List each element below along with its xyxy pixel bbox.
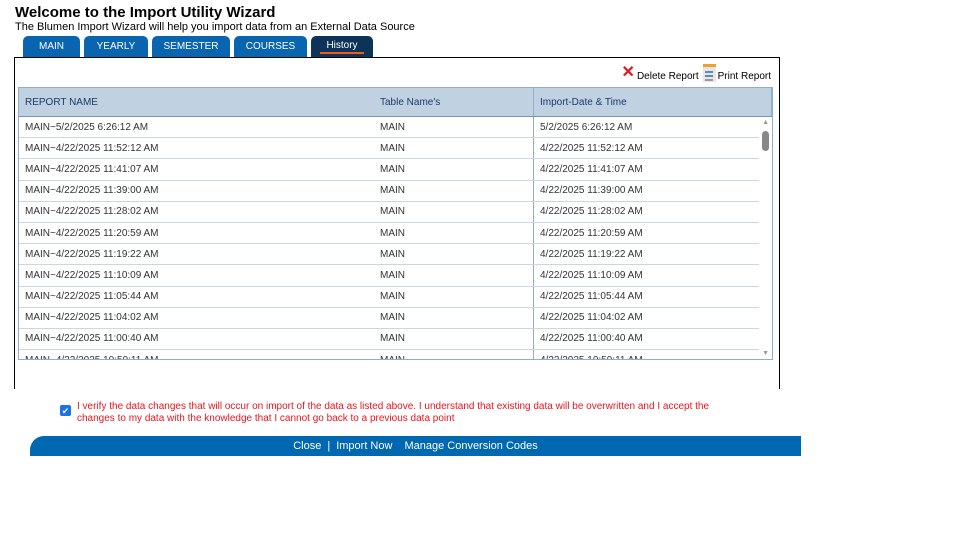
report-document-icon bbox=[702, 64, 716, 82]
table-row[interactable]: MAIN~4/22/2025 11:04:02 AM MAIN 4/22/2025 … bbox=[19, 307, 772, 329]
import-date-cell: 5/2/2025 6:26:12 AM bbox=[540, 121, 633, 133]
report-name-cell: MAIN~4/22/2025 11:00:40 AM bbox=[25, 333, 159, 345]
import-date-cell: 4/22/2025 11:39:00 AM bbox=[540, 185, 643, 197]
print-report-button[interactable]: Print Report bbox=[702, 64, 771, 82]
table-row[interactable]: MAIN~5/2/2025 6:26:12 AM MAIN 5/2/2025 6:2… bbox=[19, 117, 772, 139]
table-name-cell: MAIN bbox=[374, 159, 534, 180]
footer-action-bar: Close | Import Now Manage Conversion Cod… bbox=[30, 436, 801, 456]
scroll-down-icon[interactable]: ▼ bbox=[762, 350, 769, 357]
report-name-cell: MAIN~4/22/2025 11:52:12 AM bbox=[25, 142, 159, 154]
report-name-cell: MAIN~4/22/2025 11:05:44 AM bbox=[25, 291, 159, 303]
table-row[interactable]: MAIN~4/22/2025 11:52:12 AM MAIN 4/22/2025 … bbox=[19, 138, 772, 160]
separator: | bbox=[327, 440, 331, 452]
manage-conversion-codes-link[interactable]: Manage Conversion Codes bbox=[404, 440, 538, 452]
report-name-cell: MAIN~4/22/2025 11:20:59 AM bbox=[25, 227, 159, 239]
report-name-cell: MAIN~5/2/2025 6:26:12 AM bbox=[25, 121, 149, 133]
import-date-cell: 4/22/2025 11:52:12 AM bbox=[540, 142, 643, 154]
import-date-cell: 4/22/2025 11:41:07 AM bbox=[540, 163, 643, 175]
report-name-cell: MAIN~4/22/2025 11:04:02 AM bbox=[25, 312, 159, 324]
table-header: REPORT NAME Table Name's Import-Date & T… bbox=[19, 88, 772, 117]
column-header-table-name[interactable]: Table Name's bbox=[374, 88, 534, 116]
tab-history[interactable]: History bbox=[311, 36, 373, 57]
report-name-cell: MAIN~4/22/2025 11:10:09 AM bbox=[25, 269, 159, 281]
tab-bar: MAIN YEARLY SEMESTER COURSES History bbox=[23, 36, 373, 57]
report-name-cell: MAIN~4/22/2025 10:59:11 AM bbox=[19, 350, 374, 359]
report-name-cell: MAIN~4/22/2025 11:41:07 AM bbox=[25, 163, 159, 175]
table-name-cell: MAIN bbox=[374, 265, 534, 286]
import-date-cell: 4/22/2025 11:19:22 AM bbox=[540, 248, 643, 260]
table-row[interactable]: MAIN~4/22/2025 11:05:44 AM MAIN 4/22/2025 … bbox=[19, 286, 772, 308]
table-scrollbar[interactable]: ▲ ▼ bbox=[759, 117, 772, 359]
delete-report-button[interactable]: ✕ Delete Report bbox=[621, 64, 699, 83]
history-panel: ✕ Delete Report Print Report REPORT NAME… bbox=[14, 57, 780, 389]
verify-checkbox[interactable]: ✔ bbox=[60, 405, 71, 416]
page-subtitle: The Blumen Import Wizard will help you i… bbox=[15, 21, 415, 33]
import-date-cell: 4/22/2025 11:04:02 AM bbox=[540, 312, 643, 324]
tab-courses[interactable]: COURSES bbox=[234, 36, 307, 57]
table-name-cell: MAIN bbox=[374, 222, 534, 244]
table-row[interactable]: MAIN~4/22/2025 11:19:22 AM MAIN 4/22/2025 … bbox=[19, 244, 772, 266]
scrollbar-thumb[interactable] bbox=[762, 131, 769, 151]
table-row[interactable]: MAIN~4/22/2025 11:10:09 AM MAIN 4/22/2025 … bbox=[19, 265, 772, 287]
page-title: Welcome to the Import Utility Wizard bbox=[15, 4, 276, 21]
scroll-up-icon[interactable]: ▲ bbox=[762, 119, 769, 126]
table-name-cell: MAIN bbox=[374, 117, 534, 138]
table-name-cell: MAIN bbox=[374, 244, 534, 265]
table-row[interactable]: MAIN~4/22/2025 10:59:11 AMMAIN4/22/2025 … bbox=[19, 350, 772, 359]
import-date-cell: 4/22/2025 11:10:09 AM bbox=[540, 269, 643, 281]
report-name-cell: MAIN~4/22/2025 11:39:00 AM bbox=[25, 185, 159, 197]
table-name-cell: MAIN bbox=[374, 180, 534, 201]
verify-text: I verify the data changes that will occu… bbox=[77, 401, 710, 424]
report-name-cell: MAIN~4/22/2025 11:28:02 AM bbox=[25, 206, 159, 218]
table-name-cell: MAIN bbox=[374, 328, 534, 350]
tab-semester[interactable]: SEMESTER bbox=[152, 36, 230, 57]
table-name-cell: MAIN bbox=[374, 201, 534, 222]
import-date-cell: 4/22/2025 11:00:40 AM bbox=[540, 333, 643, 345]
table-row[interactable]: MAIN~4/22/2025 11:39:00 AM MAIN 4/22/2025 … bbox=[19, 180, 772, 202]
table-name-cell: MAIN bbox=[374, 286, 534, 307]
table-row[interactable]: MAIN~4/22/2025 11:20:59 AM MAIN 4/22/2025 … bbox=[19, 222, 772, 245]
table-row[interactable]: MAIN~4/22/2025 11:41:07 AM MAIN 4/22/2025 … bbox=[19, 159, 772, 181]
import-date-cell: 4/22/2025 10:59:11 AM bbox=[534, 350, 758, 359]
import-date-cell: 4/22/2025 11:20:59 AM bbox=[540, 227, 643, 239]
report-name-cell: MAIN~4/22/2025 11:19:22 AM bbox=[25, 248, 159, 260]
history-table: REPORT NAME Table Name's Import-Date & T… bbox=[18, 87, 773, 360]
delete-x-icon: ✕ bbox=[621, 64, 635, 81]
table-name-cell: MAIN bbox=[374, 350, 534, 359]
table-row[interactable]: MAIN~4/22/2025 11:00:40 AM MAIN 4/22/2025 … bbox=[19, 328, 772, 351]
import-date-cell: 4/22/2025 11:05:44 AM bbox=[540, 291, 643, 303]
tab-yearly[interactable]: YEARLY bbox=[84, 36, 148, 57]
column-header-report-name[interactable]: REPORT NAME bbox=[25, 96, 98, 108]
table-row[interactable]: MAIN~4/22/2025 11:28:02 AM MAIN 4/22/2025 … bbox=[19, 201, 772, 223]
table-name-cell: MAIN bbox=[374, 138, 534, 159]
close-link[interactable]: Close bbox=[293, 440, 322, 452]
import-date-cell: 4/22/2025 11:28:02 AM bbox=[540, 206, 643, 218]
table-name-cell: MAIN bbox=[374, 307, 534, 328]
verify-consent: ✔ I verify the data changes that will oc… bbox=[60, 401, 730, 425]
tab-main[interactable]: MAIN bbox=[23, 36, 80, 57]
column-header-import-date[interactable]: Import-Date & Time bbox=[534, 88, 772, 116]
import-now-link[interactable]: Import Now bbox=[336, 440, 393, 452]
